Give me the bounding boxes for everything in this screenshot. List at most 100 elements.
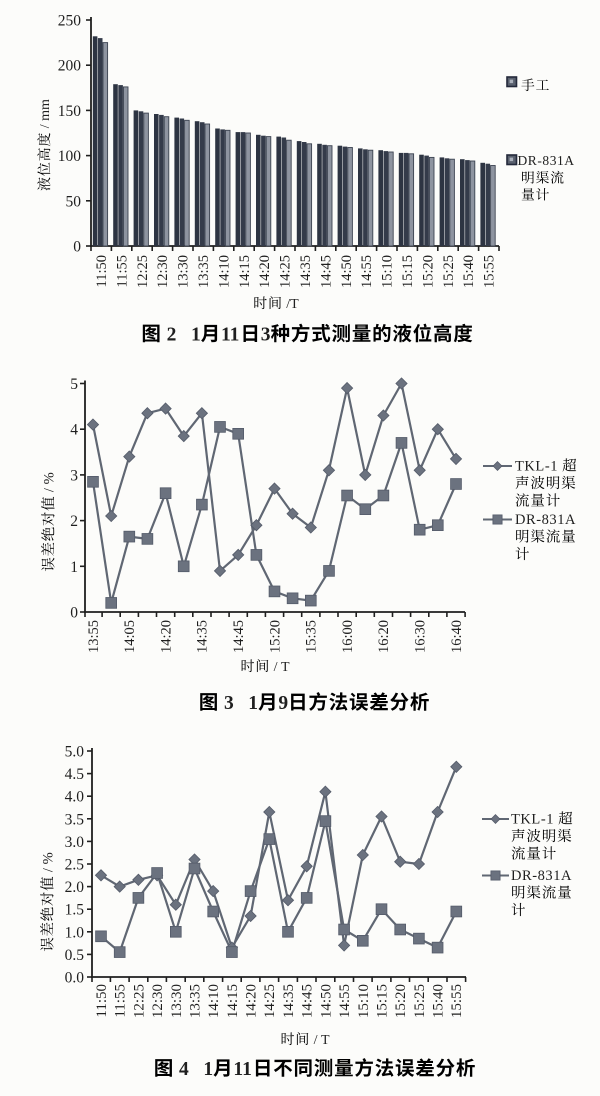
svg-text:14:25: 14:25: [262, 984, 278, 1018]
svg-text:0.5: 0.5: [65, 947, 85, 964]
svg-text:14:10: 14:10: [206, 984, 222, 1018]
svg-text:14:25: 14:25: [278, 255, 294, 288]
svg-text:1.0: 1.0: [65, 924, 85, 941]
svg-text:13:55: 13:55: [86, 620, 102, 653]
svg-text:16:00: 16:00: [340, 620, 356, 653]
svg-text:14:35: 14:35: [298, 255, 314, 288]
svg-text:0: 0: [73, 239, 81, 256]
svg-text:11:50: 11:50: [94, 255, 110, 288]
svg-text:1: 1: [70, 559, 78, 576]
svg-text:3.0: 3.0: [65, 834, 85, 851]
svg-text:T: T: [281, 660, 290, 675]
svg-text:14:50: 14:50: [339, 255, 355, 288]
svg-text:16:40: 16:40: [449, 620, 465, 653]
svg-text:/: /: [314, 1033, 318, 1048]
svg-text:11:55: 11:55: [114, 255, 130, 288]
svg-text:3.5: 3.5: [65, 811, 85, 828]
svg-text:15:35: 15:35: [304, 620, 320, 653]
svg-text:4.0: 4.0: [65, 789, 85, 806]
svg-text:250: 250: [58, 13, 82, 30]
svg-text:2: 2: [167, 325, 177, 346]
svg-text:2.5: 2.5: [65, 857, 85, 874]
svg-text:4: 4: [179, 1059, 189, 1080]
svg-text:14:10: 14:10: [216, 255, 232, 288]
svg-text:TKL-1: TKL-1: [515, 459, 558, 475]
svg-text:14:15: 14:15: [237, 255, 253, 288]
svg-text:150: 150: [58, 103, 82, 120]
svg-text:14:05: 14:05: [122, 620, 138, 653]
svg-text:5.0: 5.0: [65, 744, 85, 761]
svg-text:14:15: 14:15: [225, 984, 241, 1018]
svg-text:14:35: 14:35: [281, 984, 297, 1018]
svg-text:13:30: 13:30: [176, 255, 192, 288]
svg-text:/: /: [38, 124, 53, 128]
svg-text:DR-831A: DR-831A: [511, 868, 572, 884]
svg-text:15:25: 15:25: [441, 255, 457, 288]
svg-text:15:55: 15:55: [482, 255, 498, 288]
svg-text:/T: /T: [286, 297, 299, 312]
svg-text:14:45: 14:45: [318, 255, 334, 288]
svg-text:14:45: 14:45: [300, 984, 316, 1018]
svg-text:DR-831A: DR-831A: [515, 512, 576, 528]
svg-text:/: /: [40, 867, 56, 872]
svg-text:13:35: 13:35: [196, 255, 212, 288]
svg-text:4.5: 4.5: [65, 766, 85, 783]
svg-text:200: 200: [58, 58, 82, 75]
svg-text:0: 0: [70, 605, 78, 622]
svg-text:13:30: 13:30: [169, 984, 185, 1018]
svg-text:15:20: 15:20: [393, 984, 409, 1018]
svg-text:3: 3: [224, 693, 234, 714]
svg-text:12:30: 12:30: [155, 255, 171, 288]
svg-text:12:30: 12:30: [150, 984, 166, 1018]
svg-text:14:55: 14:55: [337, 984, 353, 1018]
svg-text:11:50: 11:50: [94, 984, 110, 1018]
svg-text:15:40: 15:40: [431, 984, 447, 1018]
svg-text:2: 2: [70, 513, 78, 530]
svg-text:4: 4: [70, 422, 78, 439]
svg-text:1.5: 1.5: [65, 902, 85, 919]
svg-text:11: 11: [233, 1059, 251, 1080]
svg-text:/: /: [274, 660, 278, 675]
svg-text:1: 1: [203, 1059, 213, 1080]
svg-text:14:55: 14:55: [359, 255, 375, 288]
svg-text:15:15: 15:15: [400, 255, 416, 288]
svg-text:14:50: 14:50: [318, 984, 334, 1018]
svg-text:TKL-1: TKL-1: [511, 812, 554, 828]
svg-text:1: 1: [248, 693, 258, 714]
svg-text:13:35: 13:35: [187, 984, 203, 1018]
svg-text:2.0: 2.0: [65, 879, 85, 896]
svg-text:15:15: 15:15: [374, 984, 390, 1018]
svg-text:15:25: 15:25: [412, 984, 428, 1018]
svg-text:3: 3: [261, 325, 271, 346]
svg-text:12:25: 12:25: [135, 255, 151, 288]
svg-text:T: T: [321, 1033, 330, 1048]
svg-text:14:45: 14:45: [231, 620, 247, 653]
svg-text:15:10: 15:10: [380, 255, 396, 288]
svg-text:5: 5: [70, 376, 78, 393]
svg-text:14:20: 14:20: [257, 255, 273, 288]
svg-text:15:55: 15:55: [449, 984, 465, 1018]
svg-text:15:10: 15:10: [356, 984, 372, 1018]
svg-text:12:25: 12:25: [131, 984, 147, 1018]
svg-text:0.0: 0.0: [65, 970, 85, 987]
svg-text:DR-831A: DR-831A: [518, 153, 575, 168]
svg-text:3: 3: [70, 467, 78, 484]
svg-text:14:20: 14:20: [158, 620, 174, 653]
svg-text:%: %: [40, 852, 56, 864]
svg-text:mm: mm: [38, 99, 53, 121]
svg-text:50: 50: [66, 193, 82, 210]
svg-text:11:55: 11:55: [113, 984, 129, 1018]
svg-text:15:20: 15:20: [420, 255, 436, 288]
svg-text:16:20: 16:20: [376, 620, 392, 653]
svg-text:9: 9: [278, 693, 288, 714]
svg-text:15:20: 15:20: [267, 620, 283, 653]
svg-text:16:30: 16:30: [413, 620, 429, 653]
svg-text:15:40: 15:40: [461, 255, 477, 288]
svg-text:1: 1: [191, 325, 201, 346]
svg-text:/: /: [41, 487, 57, 492]
svg-text:11: 11: [221, 325, 239, 346]
svg-text:%: %: [41, 472, 57, 484]
svg-text:14:20: 14:20: [244, 984, 260, 1018]
svg-text:100: 100: [58, 148, 82, 165]
svg-text:14:35: 14:35: [195, 620, 211, 653]
